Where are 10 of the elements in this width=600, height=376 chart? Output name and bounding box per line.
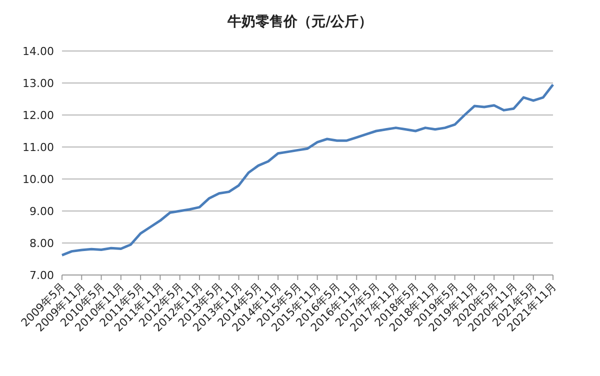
y-tick-label: 11.00 xyxy=(22,141,54,154)
chart-title: 牛奶零售价（元/公斤） xyxy=(226,13,373,30)
y-tick-label: 13.00 xyxy=(22,77,54,90)
y-tick-label: 12.00 xyxy=(22,109,54,122)
y-tick-label: 10.00 xyxy=(22,173,54,186)
y-tick-label: 14.00 xyxy=(22,45,54,58)
y-tick-label: 8.00 xyxy=(30,237,54,250)
line-series xyxy=(60,83,554,256)
y-tick-label: 9.00 xyxy=(30,205,54,218)
y-tick-label: 7.00 xyxy=(30,269,54,282)
